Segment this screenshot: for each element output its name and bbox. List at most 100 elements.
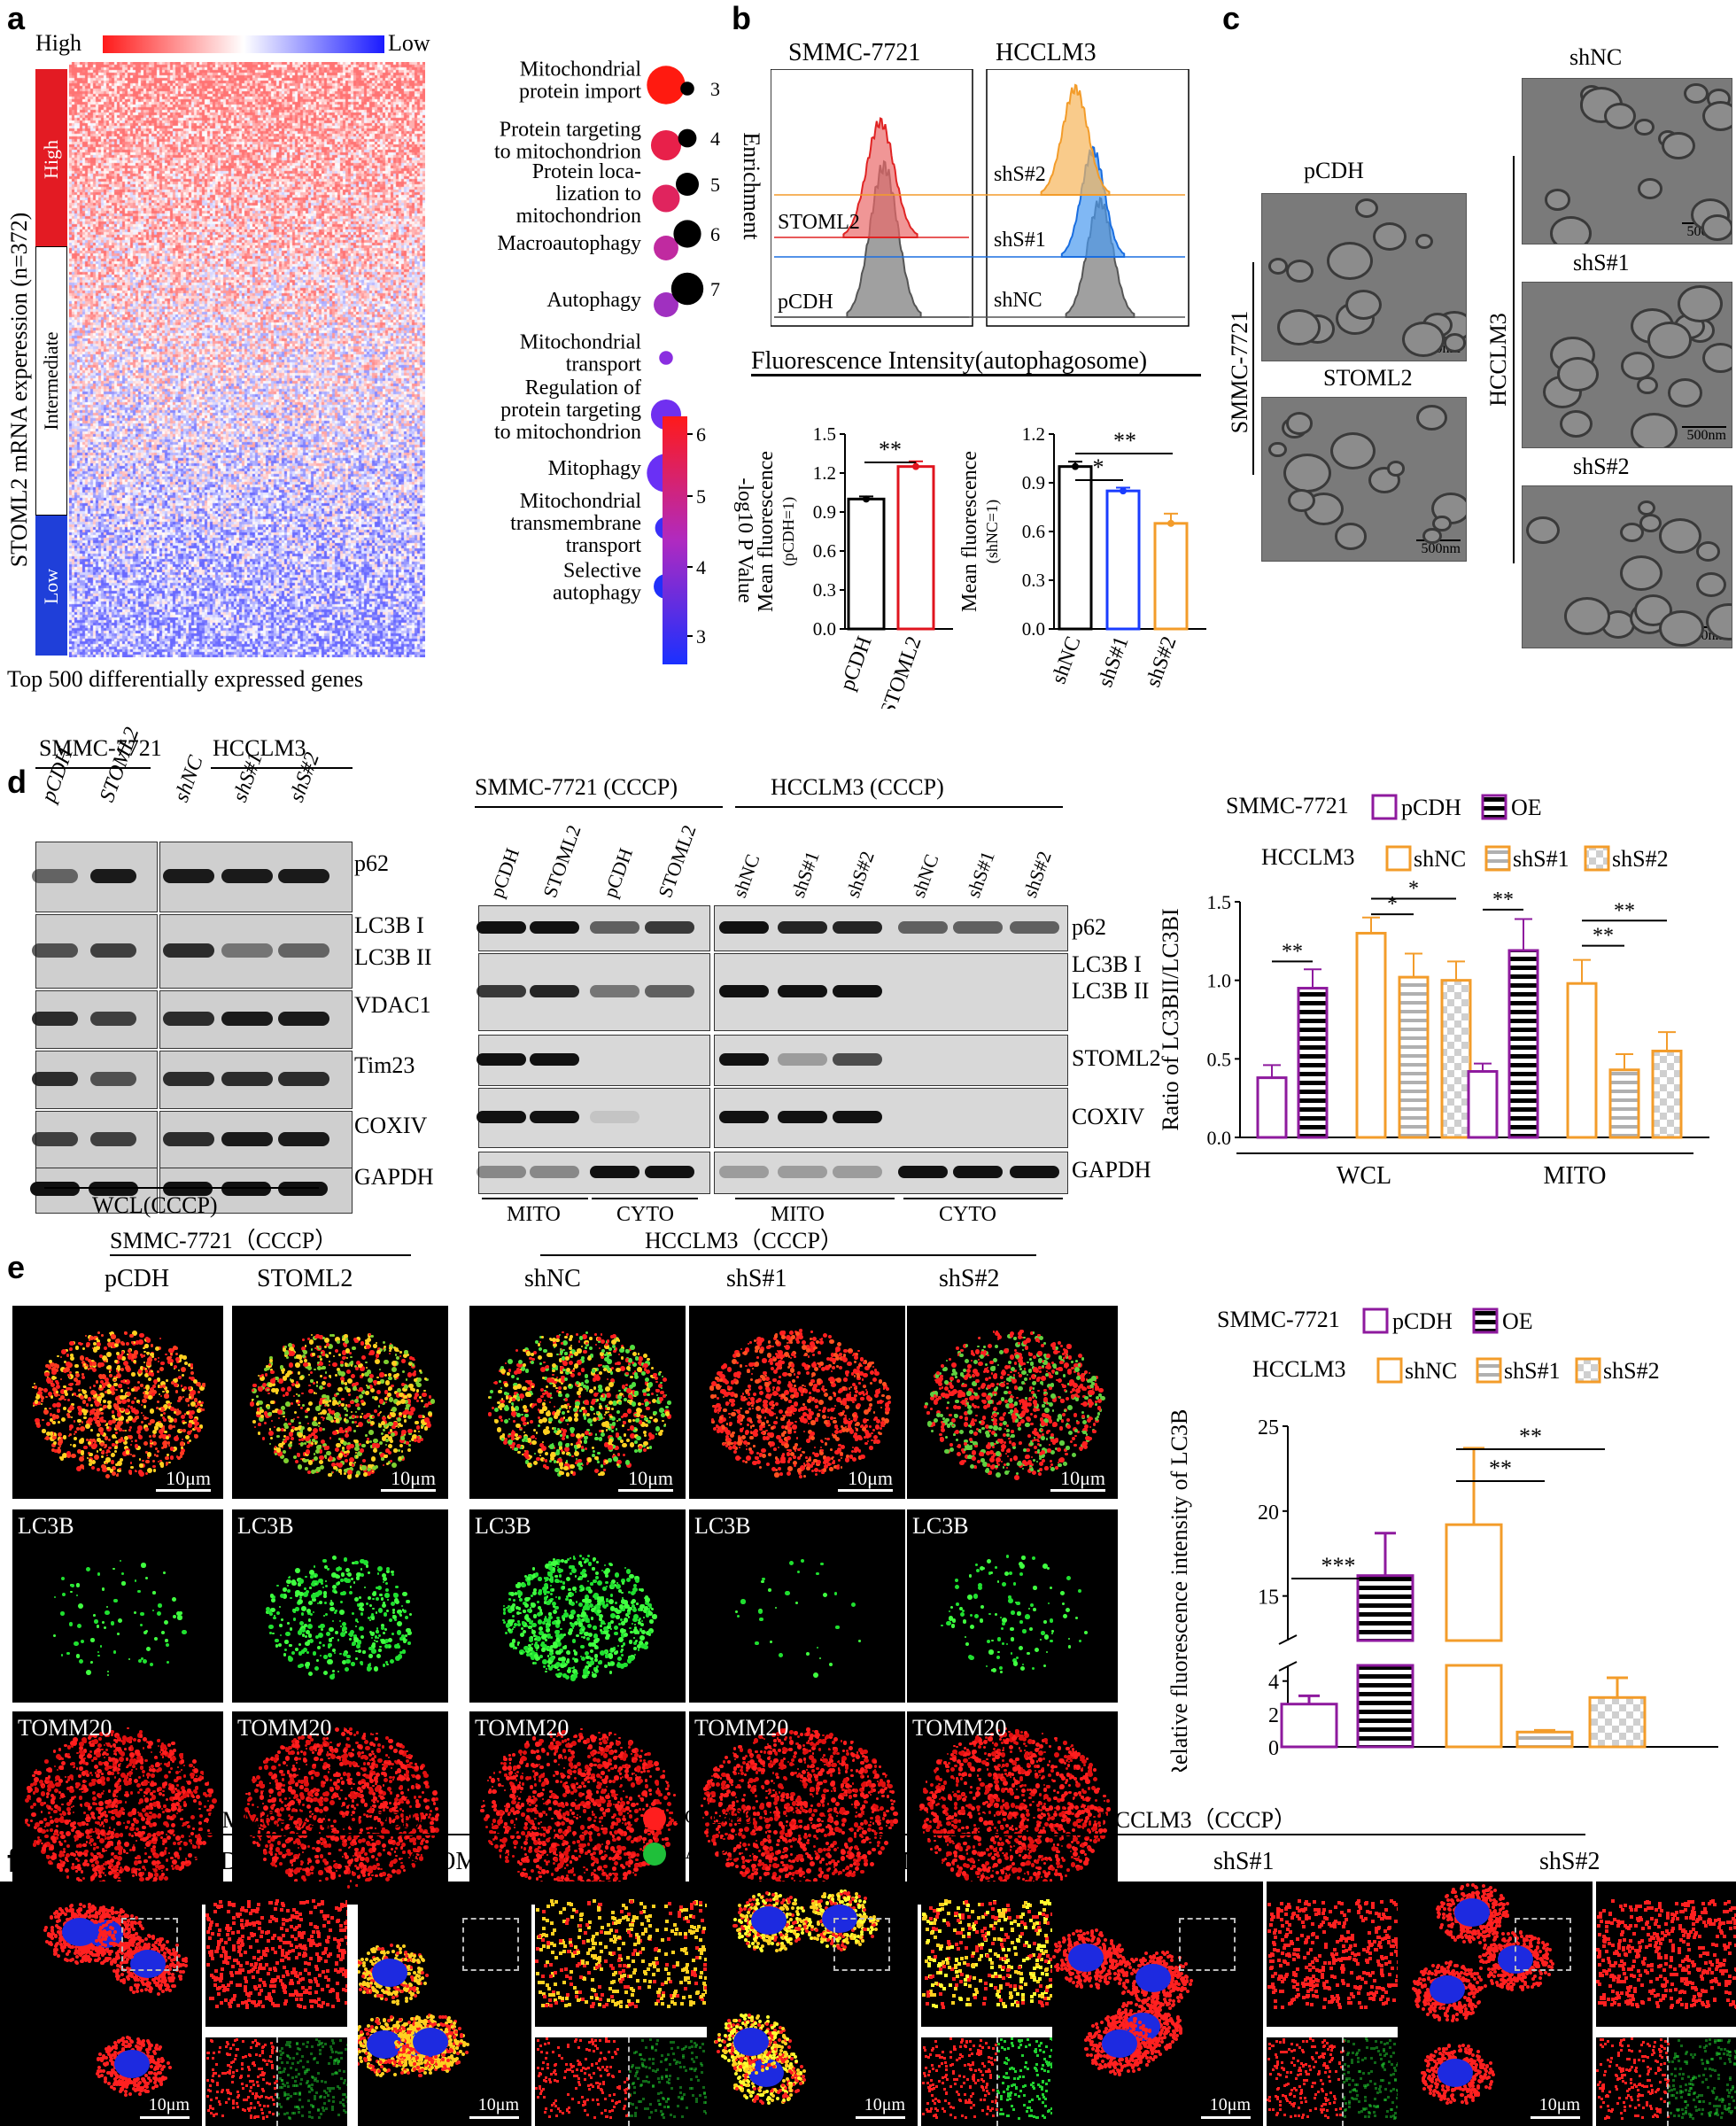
f-zoom-merge xyxy=(1267,1882,1417,2027)
blot-band xyxy=(833,1053,882,1066)
f-overview-image: 10μm xyxy=(0,1882,202,2126)
f-cell1-line xyxy=(200,1834,519,1835)
e-cell1: SMMC-7721（CCCP） xyxy=(110,1222,337,1255)
blot-band xyxy=(530,985,579,997)
confocal-image: 10μm xyxy=(689,1306,905,1499)
term-label: Mitochondrial xyxy=(520,58,642,81)
sig-mark: *** xyxy=(1321,1553,1356,1579)
confocal-image: 10μm xyxy=(12,1306,223,1499)
e-column-label: pCDH xyxy=(105,1265,169,1293)
blot-band xyxy=(778,1166,827,1178)
c-shs1-label: shS#1 xyxy=(1573,250,1630,276)
blot-band xyxy=(90,943,136,958)
c-left-group: SMMC-7721 xyxy=(1227,311,1253,434)
panel-e-label: e xyxy=(7,1249,25,1286)
blot-band xyxy=(530,1166,579,1178)
bar xyxy=(1107,491,1139,629)
b-cell2: HCCLM3 xyxy=(996,39,1097,67)
tick-label: 0.9 xyxy=(1022,472,1045,493)
confocal-image: LC3B xyxy=(469,1509,686,1703)
sig-mark: ** xyxy=(1519,1424,1542,1449)
confocal-image: 10μm xyxy=(469,1306,686,1499)
tick-label: 0.3 xyxy=(1022,570,1045,591)
pvalue-tick: 6 xyxy=(696,423,706,446)
tick-label: 25 xyxy=(1258,1416,1279,1439)
size-legend-dot xyxy=(678,129,697,148)
blot-band xyxy=(32,1012,78,1026)
term-label: transport xyxy=(566,353,642,376)
category-label: pCDH xyxy=(836,633,877,694)
e-cell2: HCCLM3（CCCP） xyxy=(645,1222,843,1255)
sig-mark: ** xyxy=(1113,428,1136,454)
tick-label: 0.3 xyxy=(813,579,836,601)
blot2-lane-label: pCDH xyxy=(485,845,524,901)
legend-cell: HCCLM3 xyxy=(1252,1356,1345,1382)
term-bubble xyxy=(647,66,685,104)
sig-mark: ** xyxy=(1492,888,1514,912)
blot1-marker-label: VDAC1 xyxy=(354,992,431,1019)
blot-band xyxy=(30,1182,80,1196)
tick-label: 0.9 xyxy=(813,501,836,523)
term-bubble xyxy=(651,130,681,160)
heatmap-colorbar xyxy=(103,35,384,53)
blot-band xyxy=(590,1166,639,1178)
blot-band xyxy=(163,869,214,883)
blot-band xyxy=(719,1166,769,1178)
blot-band xyxy=(90,1132,136,1146)
f-zoom-split xyxy=(535,2037,721,2126)
sig-mark: * xyxy=(1093,454,1104,480)
category-label: shS#1 xyxy=(1094,633,1134,690)
blot-band xyxy=(221,1182,271,1196)
blot-band xyxy=(90,869,136,883)
panel-c-label: c xyxy=(1222,0,1240,37)
em-shs2: 500nm xyxy=(1522,485,1732,648)
bar xyxy=(1653,1051,1681,1137)
blot1-marker-label: COXIV xyxy=(354,1113,427,1139)
term-label: protein import xyxy=(519,81,641,104)
data-point xyxy=(1120,487,1127,494)
group-label: MITO xyxy=(1543,1162,1606,1190)
f-column-label: STOML2 xyxy=(409,1848,505,1876)
legend-swatch xyxy=(1373,795,1396,819)
blot-band xyxy=(278,1132,329,1146)
blot-band xyxy=(833,985,882,997)
blot-band xyxy=(530,921,579,934)
d-blot1-footer: WCL(CCCP) xyxy=(92,1192,218,1219)
bar xyxy=(1446,1525,1501,1641)
term-label: Mitochondrial xyxy=(520,490,642,513)
bar xyxy=(1358,1576,1413,1641)
panel-a-label: a xyxy=(7,0,25,37)
blot2-marker-label: GAPDH xyxy=(1072,1157,1151,1183)
sig-mark: ** xyxy=(1593,925,1614,948)
category-label: shS#2 xyxy=(1142,633,1182,690)
e-cell2-line xyxy=(540,1254,1036,1256)
fraction-line xyxy=(903,1198,1063,1199)
heatmap xyxy=(69,62,425,657)
heatmap-xlabel: Top 500 differentially expressed genes xyxy=(7,666,363,693)
size-legend-dot xyxy=(671,273,703,305)
term-bubble xyxy=(653,185,680,213)
em-pcdh: 500nm xyxy=(1261,193,1467,361)
tick-label: 0.6 xyxy=(813,540,836,562)
blot-band xyxy=(278,1182,328,1196)
tick-label: 2 xyxy=(1268,1704,1279,1727)
pvalue-colorbar xyxy=(663,416,687,664)
term-label: Protein targeting xyxy=(500,119,641,142)
blot-band xyxy=(778,985,827,997)
tick-label: 15 xyxy=(1258,1587,1279,1610)
bar xyxy=(1442,981,1470,1137)
blot2-lane-label: STOML2 xyxy=(654,822,701,901)
blot1-marker-label: Tim23 xyxy=(354,1052,415,1079)
f-zoom-merge xyxy=(205,1882,347,2027)
blot-band xyxy=(477,1053,526,1066)
fraction-line xyxy=(592,1198,698,1199)
blot-band xyxy=(477,985,526,997)
bar xyxy=(1509,950,1538,1137)
sig-mark: ** xyxy=(879,437,902,462)
blot-band xyxy=(221,1072,273,1086)
e-column-label: shS#2 xyxy=(939,1265,999,1293)
c-right-bracket xyxy=(1513,156,1515,563)
size-legend-label: 6 xyxy=(710,223,720,245)
bar xyxy=(1517,1732,1572,1747)
blot-band xyxy=(32,1072,78,1086)
